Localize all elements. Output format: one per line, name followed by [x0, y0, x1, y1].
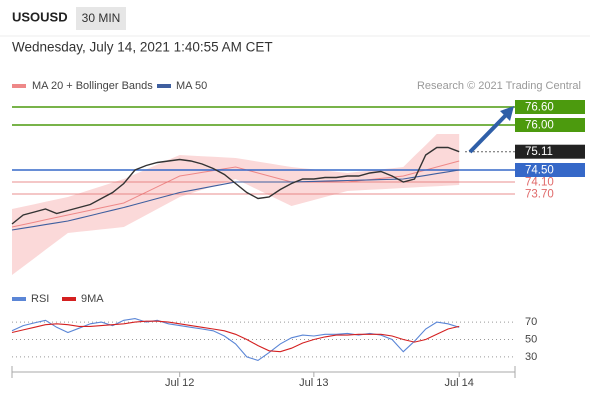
y-tick-label: 50: [525, 333, 537, 345]
datetime: Wednesday, July 14, 2021 1:40:55 AM CET: [12, 40, 273, 55]
series-line: [11, 169, 460, 231]
legend-label: MA 50: [176, 80, 207, 92]
level-box: [515, 100, 585, 114]
x-tick-label: Jul 13: [299, 377, 328, 389]
legend-swatch: [62, 297, 76, 301]
level-label: 74.50: [525, 165, 554, 177]
level-label: 74.10: [525, 177, 554, 189]
interval-label[interactable]: 30 MIN: [82, 11, 121, 25]
y-tick-label: 70: [525, 316, 537, 328]
series-line: [11, 318, 460, 362]
legend-label: MA 20 + Bollinger Bands: [32, 80, 153, 92]
plot: MA 20 + Bollinger Bands 76.60 76.00 75.11 74…: [11, 80, 585, 389]
legend-swatch: [12, 297, 26, 301]
ma20-line: [11, 160, 460, 228]
y-tick-label: 30: [525, 351, 537, 363]
credit: Research © 2021 Trading Central: [417, 80, 581, 92]
symbol: USOUSD: [12, 9, 68, 24]
x-tick-label: Jul 12: [165, 377, 194, 389]
level-box: [515, 144, 585, 159]
level-box: [515, 163, 585, 177]
level-box: [515, 118, 585, 132]
level-label: 76.00: [525, 120, 554, 132]
level-label: 75.11: [525, 146, 553, 158]
legend-swatch: [12, 84, 26, 88]
interval-button[interactable]: [76, 7, 126, 30]
x-tick-label: Jul 14: [445, 377, 474, 389]
bollinger-band: [12, 134, 460, 275]
level-label: 76.60: [525, 102, 554, 114]
legend-label: 9MA: [81, 293, 104, 305]
legend-swatch: [157, 84, 171, 88]
series-line: [11, 320, 460, 353]
level-label: 73.70: [525, 189, 554, 201]
legend-label: RSI: [31, 293, 49, 305]
forecast-arrowhead: [500, 106, 514, 121]
price-line: [11, 146, 460, 225]
forecast-arrow: [468, 113, 508, 154]
